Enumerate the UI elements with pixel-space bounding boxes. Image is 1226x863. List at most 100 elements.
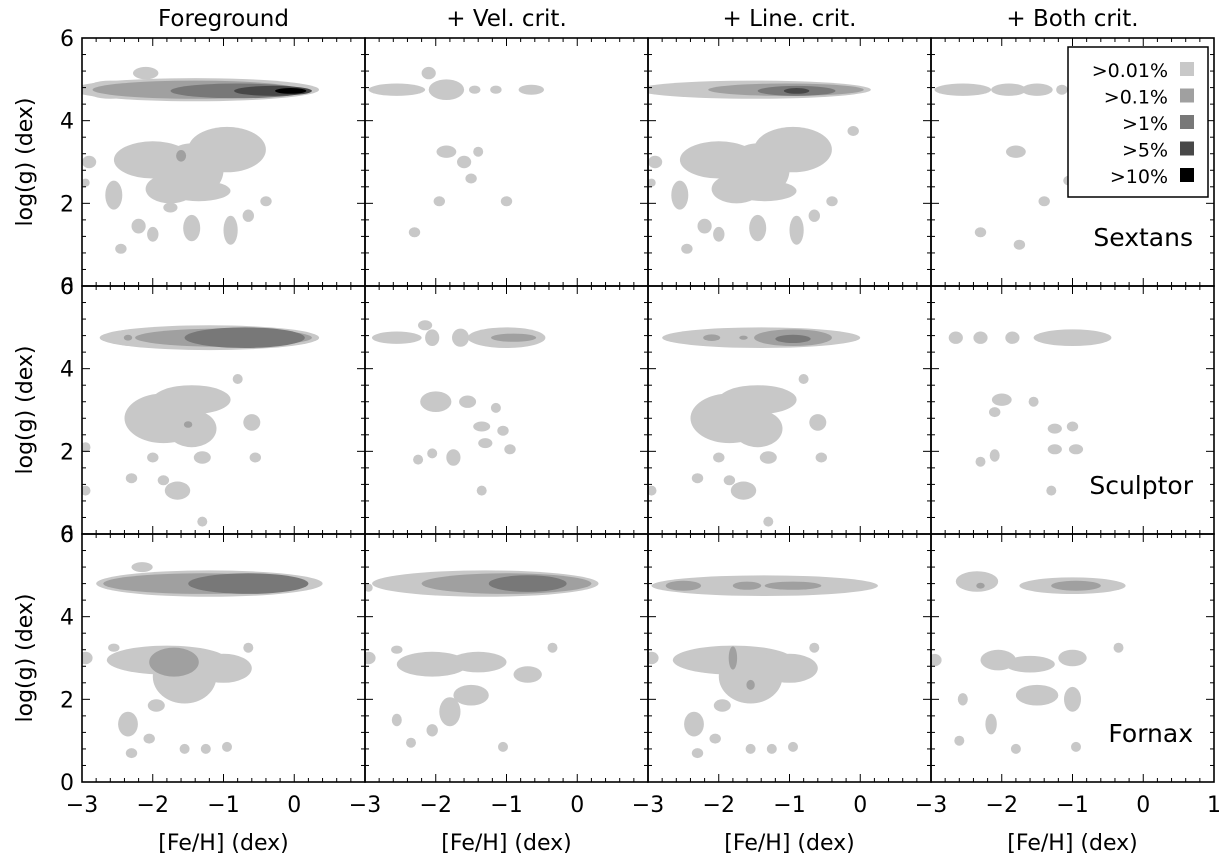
giant-density-contour (749, 214, 767, 242)
giant-density-contour (500, 196, 513, 207)
y-axis-label: log(g) (dex) (13, 346, 38, 475)
giant-density-contour (176, 150, 187, 162)
x-tick-label: −3 (632, 793, 664, 818)
giant-density-contour (826, 196, 838, 207)
dwarf-density-contour (490, 85, 502, 94)
giant-density-contour (82, 485, 91, 496)
giant-density-contour (754, 126, 832, 173)
dwarf-density-contour (1051, 580, 1101, 591)
dwarf-density-contour (739, 335, 748, 340)
giant-density-contour (715, 647, 765, 677)
giant-density-contour (684, 711, 704, 737)
dwarf-density-contour (991, 83, 1027, 96)
giant-density-contour (1013, 239, 1026, 250)
legend-label: >0.1% (1104, 87, 1168, 109)
dwarf-density-contour (368, 83, 426, 96)
giant-density-contour (108, 643, 120, 652)
giant-density-contour (1005, 655, 1055, 673)
y-axis-label: log(g) (dex) (13, 594, 38, 723)
dwarf-density-contour (372, 331, 422, 344)
dwarf-density-contour (365, 583, 373, 592)
panel-fornax-3 (648, 575, 878, 759)
y-tick-label: 2 (60, 192, 74, 217)
giant-density-contour (413, 454, 424, 465)
dwarf-density-contour (425, 329, 440, 347)
giant-density-contour (396, 651, 468, 677)
x-tick-label: −2 (137, 793, 169, 818)
giant-density-contour (457, 155, 472, 169)
giant-density-contour (436, 145, 457, 158)
panel-sextans-4 (934, 83, 1075, 250)
y-tick-label: 0 (60, 523, 74, 548)
giant-density-contour (975, 456, 986, 467)
giant-density-contour (465, 173, 477, 184)
y-axis-label: log(g) (dex) (13, 98, 38, 227)
dwarf-density-contour (421, 66, 436, 80)
x-axis-label: [Fe/H] (dex) (1007, 831, 1137, 856)
giant-density-contour (125, 748, 138, 759)
giant-density-contour (131, 218, 146, 234)
giant-density-contour (222, 741, 232, 752)
x-tick-label: −1 (773, 793, 805, 818)
dwarf-density-contour (133, 66, 159, 80)
giant-density-contour (788, 741, 798, 752)
giant-density-contour (200, 743, 211, 754)
dwarf-density-contour (775, 334, 811, 343)
dwarf-density-contour (488, 575, 567, 592)
giant-density-contour (763, 516, 774, 527)
giant-density-contour (1015, 684, 1059, 706)
giant-density-contour (163, 202, 178, 213)
giant-density-contour (118, 711, 138, 737)
x-tick-label: −1 (1056, 793, 1088, 818)
giant-density-contour (420, 391, 452, 413)
panel-frame (647, 285, 932, 535)
giant-density-contour (815, 452, 827, 463)
giant-density-contour (745, 743, 756, 754)
y-tick-label: 0 (60, 771, 74, 796)
giant-density-contour (809, 642, 820, 653)
giant-density-contour (498, 741, 508, 752)
giant-density-contour (648, 485, 657, 496)
dwarf-density-contour (428, 79, 465, 100)
giant-density-contour (147, 452, 159, 463)
dwarf-density-contour (131, 562, 153, 573)
giant-density-contour (147, 226, 159, 242)
giant-density-contour (147, 699, 165, 712)
giant-density-contour (193, 451, 211, 464)
giant-density-contour (82, 155, 97, 169)
y-tick-label: 4 (60, 606, 74, 631)
legend-swatch (1180, 115, 1194, 129)
legend-label: >1% (1122, 113, 1168, 135)
giant-density-contour (433, 196, 445, 207)
y-tick-label: 6 (60, 275, 74, 300)
dwarf-density-contour (948, 331, 963, 344)
panel-frame (364, 285, 649, 535)
giant-density-contour (759, 451, 777, 464)
panel-sculptor-4 (948, 329, 1112, 496)
giant-density-contour (243, 642, 254, 653)
giant-density-contour (989, 407, 1001, 418)
x-axis-label: [Fe/H] (dex) (158, 831, 288, 856)
giant-density-contour (446, 449, 461, 466)
x-tick-label: 0 (853, 793, 867, 818)
giant-density-contour (809, 414, 827, 431)
giant-density-contour (149, 647, 199, 677)
giant-density-contour (957, 693, 968, 706)
y-tick-label: 6 (60, 523, 74, 548)
giant-density-contour (497, 425, 509, 436)
y-tick-label: 6 (60, 27, 74, 52)
legend-swatch (1180, 62, 1194, 76)
giant-density-contour (723, 475, 736, 486)
giant-density-contour (242, 209, 254, 222)
dwarf-density-contour (1005, 331, 1020, 344)
giant-density-contour (728, 646, 738, 670)
giant-density-contour (408, 227, 421, 238)
dwarf-density-contour (764, 581, 822, 590)
panel-fornax-2 (365, 570, 599, 752)
giant-density-contour (152, 385, 231, 415)
giant-density-contour (490, 402, 501, 413)
column-title: + Line. crit. (723, 6, 857, 32)
giant-density-contour (473, 146, 484, 157)
dwarf-density-contour (123, 334, 133, 341)
giant-density-contour (989, 449, 1000, 462)
